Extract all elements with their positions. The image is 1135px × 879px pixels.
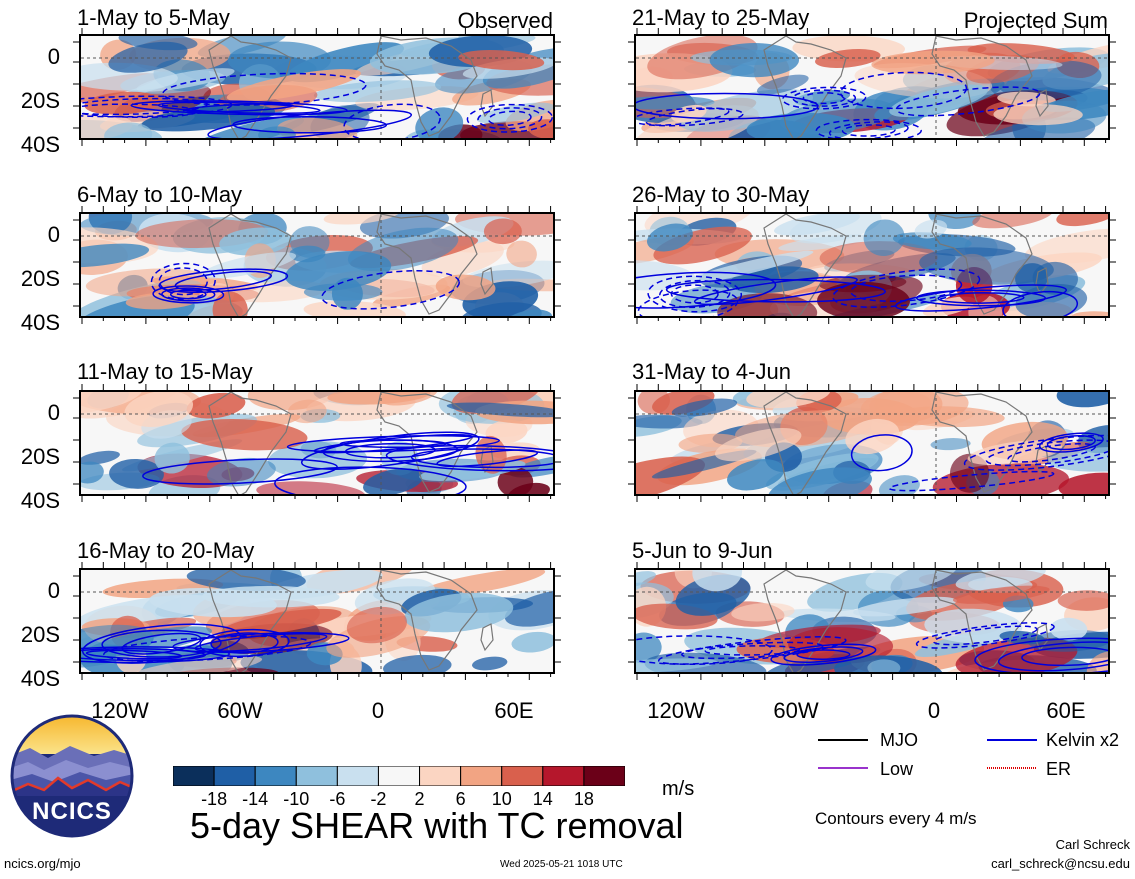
main-title: 5-day SHEAR with TC removal [190,805,684,846]
panel-corner-label: Projected Sum [963,8,1108,33]
footer-url: ncics.org/mjo [4,856,81,871]
shear-field [81,36,553,138]
x-tick-label: 0 [371,698,385,723]
panel-title: 31-May to 4-Jun [632,359,791,384]
panel-corner-label: Observed [457,8,553,33]
map-panel [79,34,555,140]
panel-title: 26-May to 30-May [632,182,810,207]
colorbar-swatch [254,765,297,787]
shear-field [81,214,553,316]
shear-field [636,570,1108,672]
footer-author: Carl Schreck [1055,837,1130,852]
colorbar-tick-label: 2 [414,789,425,809]
map-panel [79,390,555,496]
panel-title: 16-May to 20-May [77,538,255,563]
legend-lines [818,739,1037,769]
colorbar-tick-label: -18 [201,789,228,809]
y-tick-label: 40S [20,666,60,691]
y-tick-label: 0 [47,578,60,603]
y-tick-label: 0 [47,222,60,247]
map-panel [634,212,1110,318]
colorbar-tick-label: 14 [532,789,553,809]
y-tick-label: 40S [20,488,60,513]
legend-label-mjo: MJO [880,730,918,750]
shear-field [81,392,553,494]
colorbar-swatch [336,765,379,787]
y-tick-label: 0 [47,44,60,69]
panel-title: 6-May to 10-May [77,182,243,207]
x-tick-label: 60W [217,698,263,723]
colorbar-swatch [295,765,338,787]
colorbar-tick-label: -6 [329,789,346,809]
ncics-logo-graphic [10,714,134,838]
map-panel [634,390,1110,496]
colorbar-tick-label: -2 [370,789,387,809]
colorbar-tick-label: 10 [491,789,512,809]
y-tick-label: 20S [20,266,60,291]
shear-field [636,36,1108,138]
footer-timestamp: Wed 2025-05-21 1018 UTC [500,859,623,870]
x-tick-label: 60E [494,698,534,723]
ncics-logo: NCICS [10,714,134,838]
y-tick-label: 40S [20,310,60,335]
y-tick-label: 20S [20,88,60,113]
colorbar-swatch [213,765,256,787]
shear-field [636,214,1108,316]
panel-title: 21-May to 25-May [632,5,810,30]
contour-note: Contours every 4 m/s [815,809,977,828]
colorbar-tick-label: 18 [573,789,594,809]
x-tick-label: 60E [1046,698,1086,723]
colorbar-swatch [419,765,462,787]
shear-field [81,570,553,672]
colorbar-unit: m/s [662,778,695,800]
footer-email: carl_schreck@ncsu.edu [991,856,1130,871]
colorbar-swatch [172,765,215,787]
legend-label-er: ER [1046,759,1072,779]
legend-label-kelvin: Kelvin x2 [1046,730,1120,750]
colorbar-swatch [583,765,626,787]
colorbar-tick-label: -10 [283,789,310,809]
colorbar-swatches [172,765,626,787]
logo-text: NCICS [32,798,112,825]
map-panel [79,212,555,318]
panel-title: 5-Jun to 9-Jun [632,538,773,563]
colorbar [172,765,626,787]
map-panel [634,34,1110,140]
colorbar-tick-label: 6 [455,789,466,809]
legend-label-low: Low [880,759,914,779]
colorbar-swatch [542,765,585,787]
x-tick-label: 0 [927,698,941,723]
x-tick-label: 120W [647,698,705,723]
panel-title: 1-May to 5-May [77,5,230,30]
map-panel [79,568,555,674]
shear-field [636,392,1108,494]
x-tick-label: 60W [773,698,819,723]
colorbar-swatch [377,765,421,787]
y-tick-label: 20S [20,622,60,647]
x-tick-label: 120W [91,698,149,723]
panel-title: 11-May to 15-May [77,359,253,384]
map-panel [634,568,1110,674]
y-tick-label: 40S [20,132,60,157]
y-tick-label: 20S [20,444,60,469]
colorbar-swatch [501,765,544,787]
y-tick-label: 0 [47,400,60,425]
colorbar-swatch [460,765,503,787]
colorbar-tick-label: -14 [242,789,269,809]
